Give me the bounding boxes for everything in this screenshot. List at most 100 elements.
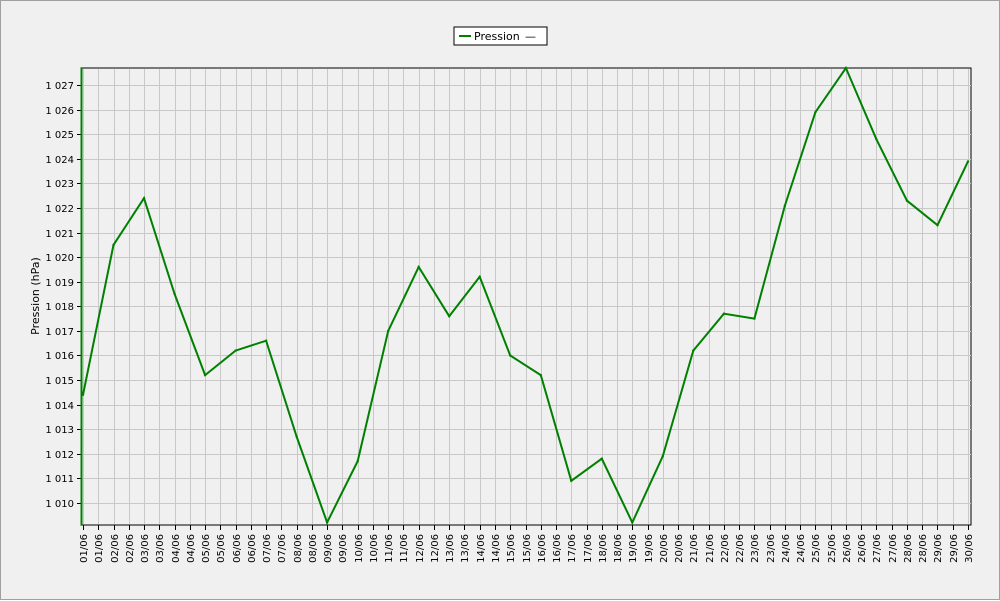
x-tick-label: 18/06: [598, 534, 609, 563]
data-point: [478, 275, 481, 278]
x-tick-label: 12/06: [415, 534, 426, 563]
y-axis-label: Pression (hPa): [29, 257, 42, 335]
data-point: [722, 312, 726, 315]
x-tick-label: 29/06: [933, 534, 944, 563]
x-tick-label: 25/06: [811, 534, 822, 563]
x-tick-label: 16/06: [537, 534, 548, 563]
x-tick-label: 09/06: [323, 534, 334, 563]
y-tick-label: 1 011: [45, 474, 74, 485]
x-tick-label: 07/06: [262, 534, 273, 563]
y-tick-label: 1 025: [45, 130, 74, 141]
x-tick-label: 10/06: [369, 534, 380, 563]
y-tick-label: 1 012: [45, 450, 74, 461]
x-tick-label: 22/06: [720, 534, 731, 563]
series-layer: [81, 65, 970, 526]
x-tick-label: 27/06: [888, 534, 899, 563]
x-tick-label: 14/06: [491, 534, 502, 563]
data-point: [417, 265, 420, 269]
x-tick-label: 21/06: [705, 534, 716, 563]
data-point: [264, 339, 268, 342]
x-tick-label: 17/06: [583, 534, 594, 563]
x-axis-ticks: 01/06 01/06 02/06 02/06 03/06 03/06 04/06 04/06…: [79, 525, 975, 563]
y-tick-label: 1 026: [45, 106, 74, 117]
x-tick-label: 01/06: [94, 534, 105, 563]
x-tick-label: 14/06: [476, 534, 487, 563]
x-tick-label: 11/06: [384, 534, 395, 563]
x-tick-label: 03/06: [155, 534, 166, 563]
x-tick-label: 26/06: [857, 534, 868, 563]
legend-box: [453, 26, 548, 46]
data-point: [570, 479, 573, 482]
x-tick-label: 12/06: [430, 534, 441, 563]
x-tick-label: 17/06: [567, 534, 578, 563]
data-point: [509, 354, 512, 357]
y-tick-label: 1 023: [45, 179, 74, 190]
x-tick-label: 15/06: [522, 534, 533, 563]
data-point: [692, 349, 695, 352]
x-tick-label: 23/06: [766, 534, 777, 563]
y-tick-label: 1 010: [45, 499, 74, 510]
x-tick-label: 11/06: [399, 534, 410, 563]
data-point: [936, 224, 939, 227]
data-point: [966, 160, 970, 163]
data-point: [142, 197, 146, 200]
y-tick-label: 1 021: [45, 229, 74, 240]
legend: Pression —: [453, 26, 548, 46]
x-tick-label: 02/06: [110, 534, 121, 563]
data-point: [905, 199, 909, 202]
x-tick-label: 26/06: [842, 534, 853, 563]
x-tick-label: 22/06: [735, 534, 746, 563]
data-point: [173, 292, 176, 296]
legend-suffix: —: [525, 30, 536, 43]
x-tick-label: 08/06: [308, 534, 319, 563]
data-point: [600, 457, 603, 460]
x-tick-label: 04/06: [186, 534, 197, 563]
x-tick-label: 25/06: [827, 534, 838, 563]
x-tick-label: 04/06: [171, 534, 182, 563]
x-tick-label: 24/06: [781, 534, 792, 563]
data-point: [112, 243, 115, 247]
x-tick-label: 09/06: [338, 534, 349, 563]
x-tick-label: 19/06: [628, 534, 639, 563]
x-tick-label: 21/06: [689, 534, 700, 563]
data-point: [631, 521, 634, 524]
data-point: [325, 521, 329, 524]
data-point: [661, 455, 664, 458]
x-tick-label: 13/06: [445, 534, 456, 563]
y-tick-label: 1 017: [45, 327, 74, 338]
x-tick-label: 07/06: [277, 534, 288, 563]
x-tick-label: 16/06: [552, 534, 563, 563]
y-tick-label: 1 014: [45, 401, 74, 412]
data-point: [356, 459, 359, 463]
y-tick-label: 1 022: [45, 204, 74, 215]
y-tick-label: 1 027: [45, 81, 74, 92]
y-tick-label: 1 016: [45, 351, 74, 362]
x-tick-label: 28/06: [903, 534, 914, 563]
data-point: [234, 349, 237, 352]
x-tick-label: 05/06: [201, 534, 212, 563]
x-tick-label: 20/06: [659, 534, 670, 563]
legend-label-pression: Pression: [474, 30, 520, 43]
x-tick-label: 20/06: [674, 534, 685, 563]
x-tick-label: 19/06: [644, 534, 655, 563]
data-point: [448, 315, 451, 318]
x-tick-label: 02/06: [125, 534, 136, 563]
x-tick-label: 01/06: [79, 534, 90, 563]
data-point: [295, 435, 298, 438]
data-point: [387, 329, 390, 333]
x-tick-label: 15/06: [506, 534, 517, 563]
data-point: [81, 393, 85, 396]
x-tick-label: 18/06: [613, 534, 624, 563]
x-tick-label: 24/06: [796, 534, 807, 563]
data-point: [844, 66, 848, 70]
x-tick-label: 13/06: [460, 534, 471, 563]
y-axis-ticks: 1 010 1 011 1 012 1 013 1 014 1 015 1 016 1 017…: [45, 81, 81, 510]
series-line-pression: [82, 65, 969, 526]
data-point: [203, 373, 207, 377]
y-tick-label: 1 020: [45, 253, 74, 264]
grid-lines: [82, 69, 971, 524]
x-tick-label: 30/06: [964, 534, 975, 563]
data-point: [539, 373, 542, 377]
